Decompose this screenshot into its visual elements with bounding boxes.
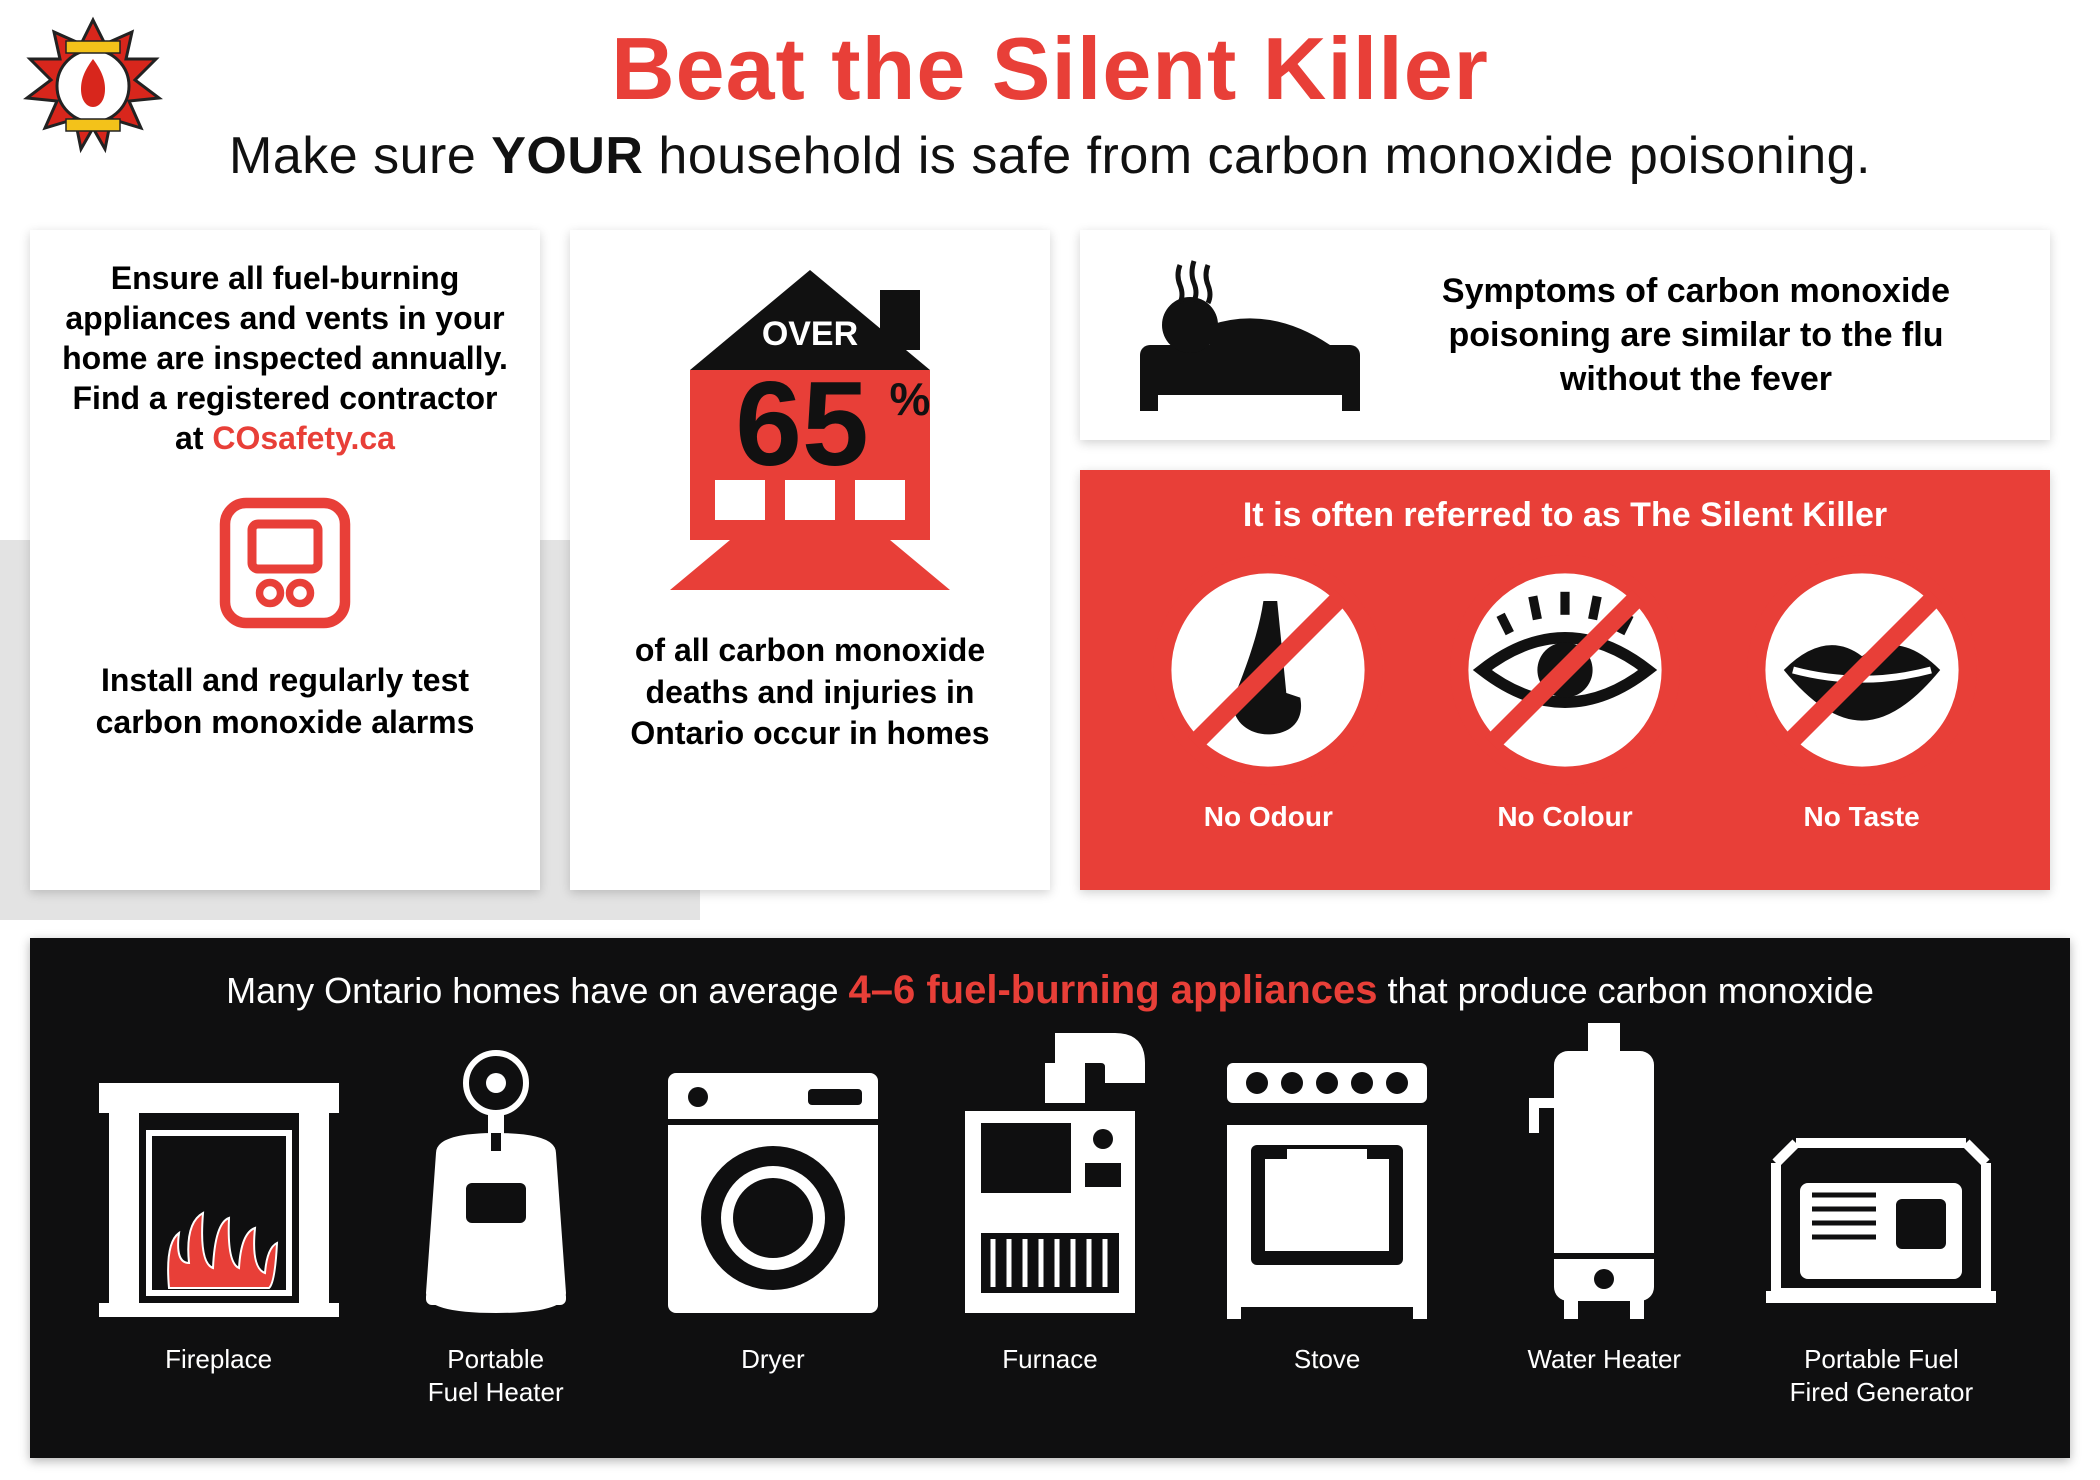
furnace-label: Furnace	[1002, 1343, 1097, 1409]
svg-text:%: %	[890, 373, 931, 425]
card-symptoms: Symptoms of carbon monoxide poisoning ar…	[1080, 230, 2050, 440]
info-grid: Ensure all fuel-burning appliances and v…	[30, 230, 2070, 910]
co-alarm-icon	[210, 488, 360, 638]
page-subtitle: Make sure YOUR household is safe from ca…	[0, 126, 2100, 186]
page-title: Beat the Silent Killer	[0, 0, 2100, 120]
no-colour-col: No Colour	[1450, 555, 1680, 833]
fireplace-icon	[89, 1043, 349, 1323]
dryer-label: Dryer	[741, 1343, 805, 1409]
water-heater-label: Water Heater	[1527, 1343, 1681, 1409]
silent-killer-header: It is often referred to as The Silent Ki…	[1120, 496, 2010, 535]
water-heater-icon	[1524, 1043, 1684, 1323]
appl-generator: Portable Fuel Fired Generator	[1743, 1043, 2020, 1409]
fire-service-logo	[18, 14, 168, 164]
no-taste-icon	[1747, 555, 1977, 785]
appl-portable-heater: Portable Fuel Heater	[357, 1043, 634, 1409]
strip-post: that produce carbon monoxide	[1378, 970, 1874, 1011]
alarm-text: Install and regularly test carbon monoxi…	[58, 660, 512, 743]
cosafety-link[interactable]: COsafety.ca	[212, 420, 395, 456]
furnace-icon	[935, 1043, 1165, 1323]
fireplace-label: Fireplace	[165, 1343, 272, 1409]
appliance-row: Fireplace Portable Fuel Heater	[70, 1043, 2030, 1409]
no-odour-label: No Odour	[1204, 801, 1333, 833]
appl-dryer: Dryer	[634, 1043, 911, 1409]
house-icon: OVER 65 %	[630, 250, 990, 610]
symptoms-text: Symptoms of carbon monoxide poisoning ar…	[1410, 269, 2022, 402]
sick-person-icon	[1130, 255, 1370, 415]
subtitle-bold: YOUR	[491, 127, 643, 185]
svg-text:65: 65	[735, 357, 868, 491]
no-taste-col: No Taste	[1747, 555, 1977, 833]
strip-pre: Many Ontario homes have on average	[226, 970, 848, 1011]
inspection-text: Ensure all fuel-burning appliances and v…	[58, 258, 512, 458]
generator-icon	[1756, 1043, 2006, 1323]
stove-label: Stove	[1294, 1343, 1361, 1409]
card-silent-killer: It is often referred to as The Silent Ki…	[1080, 470, 2050, 890]
no-colour-icon	[1450, 555, 1680, 785]
no-taste-label: No Taste	[1804, 801, 1920, 833]
appl-furnace: Furnace	[911, 1043, 1188, 1409]
appl-stove: Stove	[1189, 1043, 1466, 1409]
portable-heater-label: Portable Fuel Heater	[428, 1343, 564, 1409]
appl-water-heater: Water Heater	[1466, 1043, 1743, 1409]
strip-header: Many Ontario homes have on average 4–6 f…	[70, 968, 2030, 1013]
appliance-strip: Many Ontario homes have on average 4–6 f…	[30, 938, 2070, 1458]
appl-fireplace: Fireplace	[80, 1043, 357, 1409]
card-inspection-alarms: Ensure all fuel-burning appliances and v…	[30, 230, 540, 890]
no-odour-icon	[1153, 555, 1383, 785]
stove-icon	[1207, 1043, 1447, 1323]
strip-em: 4–6 fuel-burning appliances	[849, 968, 1378, 1012]
portable-heater-icon	[396, 1043, 596, 1323]
no-odour-col: No Odour	[1153, 555, 1383, 833]
dryer-icon	[658, 1043, 888, 1323]
subtitle-post: household is safe from carbon monoxide p…	[643, 127, 1871, 185]
subtitle-pre: Make sure	[229, 127, 491, 185]
no-colour-label: No Colour	[1497, 801, 1632, 833]
card-stat-65: OVER 65 % of all carbon monoxide deaths …	[570, 230, 1050, 890]
svg-text:OVER: OVER	[762, 315, 858, 353]
stat-description: of all carbon monoxide deaths and injuri…	[598, 630, 1022, 755]
silent-killer-icons: No Odour	[1120, 555, 2010, 833]
generator-label: Portable Fuel Fired Generator	[1790, 1343, 1974, 1409]
